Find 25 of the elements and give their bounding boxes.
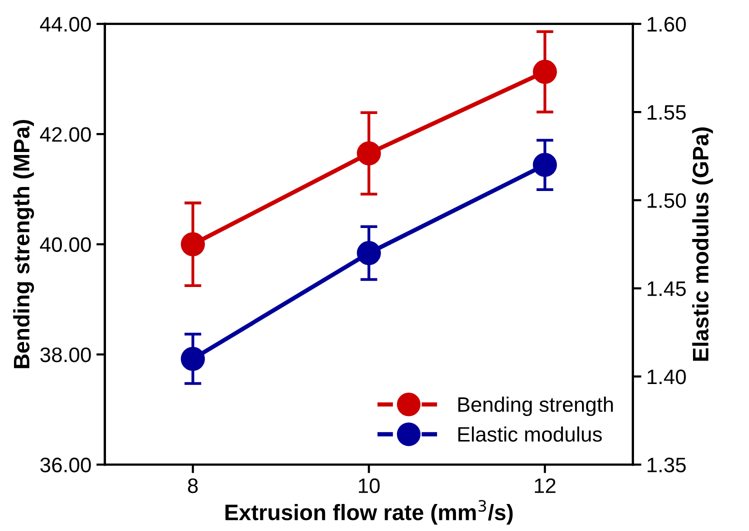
point xyxy=(532,60,557,84)
y2-tick-label: 1.35 xyxy=(648,458,686,472)
y2-tick-label: 1.60 xyxy=(648,16,686,32)
y2-axis-title: Elastic modulus (GPa) xyxy=(692,127,713,361)
y2-tick-label: 1.55 xyxy=(648,105,686,120)
y-tick-label: 42.00 xyxy=(40,127,91,142)
legend-label: Bending strength xyxy=(458,396,613,416)
y-tick-label: 44.00 xyxy=(40,16,91,32)
x-tick-label: 10 xyxy=(358,478,380,494)
y-tick-label: 36.00 xyxy=(40,458,91,472)
y-tick-label: 40.00 xyxy=(40,237,91,252)
point xyxy=(356,141,381,166)
y2-tick-label: 1.45 xyxy=(648,282,686,296)
y2-tick-label: 1.40 xyxy=(648,369,686,384)
point xyxy=(356,241,381,266)
legend-label: Elastic modulus xyxy=(458,426,602,442)
y-tick-label: 38.00 xyxy=(40,347,91,362)
point xyxy=(180,346,205,371)
point xyxy=(180,232,205,256)
x-tick-label: 8 xyxy=(188,478,198,494)
x-tick-label: 12 xyxy=(534,478,556,493)
x-axis-title: Extrusion flow rate (mm$^{3}$/s) xyxy=(225,500,513,525)
point xyxy=(532,152,557,177)
y-axis-title: Bending strength (MPa) xyxy=(13,120,34,368)
y2-tick-label: 1.50 xyxy=(648,193,686,208)
